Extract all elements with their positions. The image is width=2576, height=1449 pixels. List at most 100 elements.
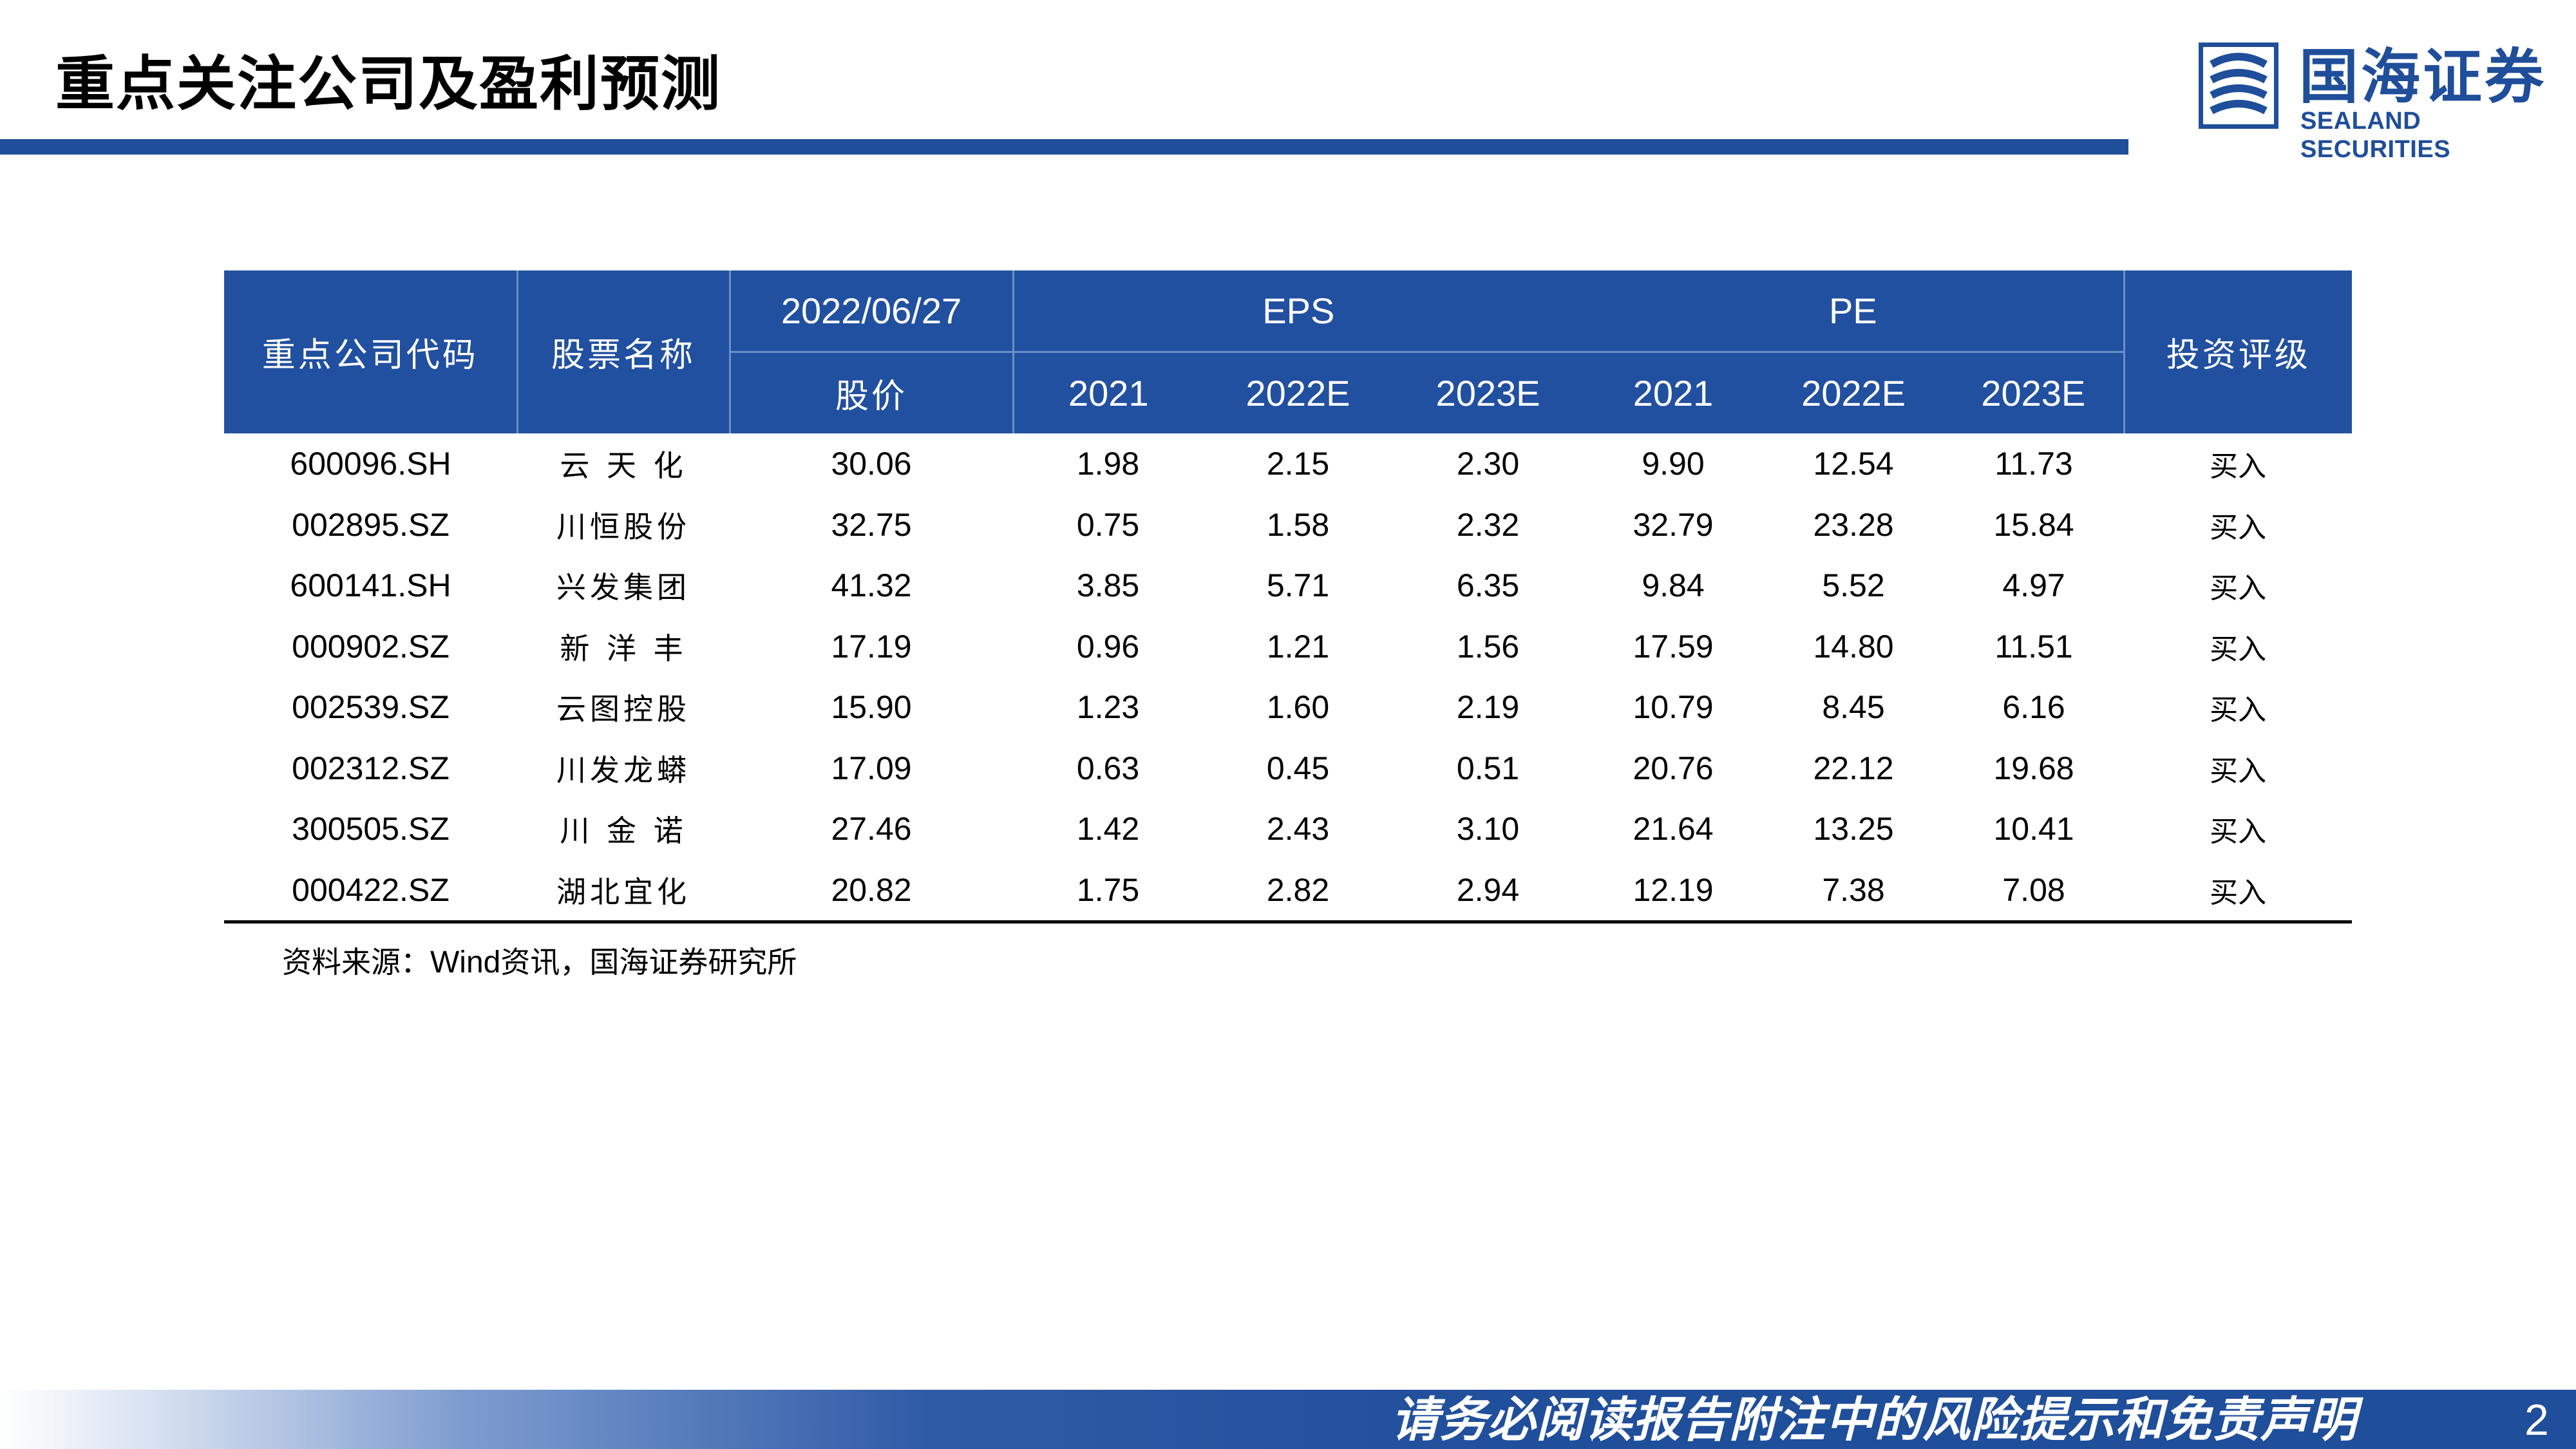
cell-pe-2022e: 12.54 bbox=[1813, 446, 1894, 482]
cell-name: 川 金 诺 bbox=[560, 813, 687, 849]
cell-price: 20.82 bbox=[730, 859, 1013, 923]
cell-name: 湖北宜化 bbox=[517, 859, 730, 923]
source-suffix: 资讯，国海证券研究所 bbox=[500, 945, 797, 980]
cell-eps-2022e: 5.71 bbox=[1266, 567, 1330, 604]
cell-rating: 买入 bbox=[2210, 511, 2267, 544]
cell-name: 川发龙蟒 bbox=[556, 752, 690, 788]
cell-code: 000422.SZ bbox=[224, 859, 517, 923]
header-pe-2021: 2021 bbox=[1583, 351, 1764, 433]
cell-price: 27.46 bbox=[831, 811, 912, 848]
header-name: 股票名称 bbox=[516, 270, 730, 433]
cell-rating: 买入 bbox=[2210, 572, 2267, 605]
cell-pe-2023e: 7.08 bbox=[1944, 859, 2125, 923]
cell-eps-2022e: 1.21 bbox=[1266, 628, 1330, 665]
table-row: 300505.SZ 川 金 诺 27.46 1.42 2.43 3.10 21.64 13.2… bbox=[224, 799, 2352, 860]
cell-code: 002539.SZ bbox=[292, 689, 450, 726]
header-code: 重点公司代码 bbox=[224, 270, 517, 433]
cell-rating: 买入 bbox=[2124, 859, 2353, 923]
cell-pe-2023e: 11.51 bbox=[1994, 628, 2073, 665]
table-row: 000422.SZ 湖北宜化 20.82 1.75 2.82 2.94 12.19 7.38 7… bbox=[224, 859, 2353, 923]
cell-pe-2022e: 22.12 bbox=[1813, 750, 1894, 786]
page-number: 2 bbox=[2524, 1396, 2549, 1444]
cell-rating: 买入 bbox=[2210, 450, 2267, 484]
cell-pe-2021: 21.64 bbox=[1633, 811, 1714, 848]
cell-code: 000902.SZ bbox=[292, 628, 450, 665]
cell-name: 兴发集团 bbox=[556, 570, 690, 605]
source-wind: Wind bbox=[430, 945, 501, 980]
header-eps-2022e: 2022E bbox=[1203, 351, 1393, 433]
cell-eps-2021: 1.42 bbox=[1076, 811, 1140, 848]
cell-eps-2022e: 2.15 bbox=[1266, 446, 1330, 482]
cell-pe-2023e: 15.84 bbox=[1993, 506, 2074, 543]
cell-pe-2023e: 11.73 bbox=[1994, 446, 2073, 482]
cell-rating: 买入 bbox=[2210, 694, 2267, 727]
cell-pe-2021: 32.79 bbox=[1633, 506, 1714, 543]
cell-eps-2022e: 2.82 bbox=[1203, 859, 1393, 923]
source-prefix: 资料来源： bbox=[282, 945, 430, 980]
cell-price: 17.19 bbox=[831, 628, 912, 665]
table-subheader-row: 股价 2021 2022E 2023E 2021 2022E 2023E bbox=[224, 351, 2352, 433]
cell-eps-2023e: 1.56 bbox=[1456, 628, 1520, 665]
cell-pe-2021: 12.19 bbox=[1583, 859, 1764, 923]
footer-bar bbox=[0, 1390, 2576, 1449]
header-eps-2023e: 2023E bbox=[1393, 351, 1584, 433]
company-logo: 国海证券 SEALAND SECURITIES bbox=[2199, 43, 2559, 163]
header-pe-2022e: 2022E bbox=[1763, 351, 1944, 433]
cell-eps-2021: 0.96 bbox=[1076, 628, 1140, 665]
cell-pe-2021: 17.59 bbox=[1633, 628, 1714, 665]
cell-eps-2023e: 2.32 bbox=[1456, 506, 1520, 543]
cell-price: 32.75 bbox=[831, 506, 912, 543]
cell-eps-2021: 0.75 bbox=[1076, 506, 1140, 543]
cell-eps-2021: 1.75 bbox=[1013, 859, 1203, 923]
cell-code: 600141.SH bbox=[290, 567, 451, 604]
forecast-table: 重点公司代码 股票名称 2022/06/27 EPS PE 投资评级 股价 20… bbox=[224, 270, 2353, 923]
cell-eps-2021: 1.23 bbox=[1076, 689, 1140, 726]
cell-eps-2023e: 2.94 bbox=[1393, 859, 1584, 923]
cell-rating: 买入 bbox=[2210, 815, 2267, 849]
cell-eps-2023e: 3.10 bbox=[1456, 811, 1520, 848]
title-divider bbox=[0, 139, 2128, 155]
cell-eps-2023e: 6.35 bbox=[1456, 567, 1520, 604]
cell-pe-2022e: 23.28 bbox=[1813, 506, 1894, 543]
cell-eps-2022e: 2.43 bbox=[1266, 811, 1330, 848]
table-row: 600096.SH 云 天 化 30.06 1.98 2.15 2.30 9.90 12.54… bbox=[224, 433, 2352, 495]
footer-disclaimer: 请务必阅读报告附注中的风险提示和免责声明 bbox=[1391, 1392, 2357, 1448]
cell-price: 17.09 bbox=[831, 750, 912, 786]
cell-pe-2023e: 6.16 bbox=[2002, 689, 2065, 726]
table-row: 002895.SZ 川恒股份 32.75 0.75 1.58 2.32 32.79 23.28… bbox=[224, 495, 2352, 556]
cell-code: 002895.SZ bbox=[292, 506, 450, 543]
header-date: 2022/06/27 bbox=[728, 270, 1013, 352]
sealand-logo-icon bbox=[2199, 43, 2278, 129]
cell-name: 云 天 化 bbox=[560, 448, 687, 484]
cell-name: 云图控股 bbox=[556, 692, 690, 727]
cell-name: 川恒股份 bbox=[556, 509, 690, 544]
cell-rating: 买入 bbox=[2210, 632, 2267, 666]
cell-eps-2022e: 1.58 bbox=[1266, 506, 1330, 543]
cell-eps-2021: 3.85 bbox=[1076, 567, 1140, 604]
source-note: 资料来源：Wind资讯，国海证券研究所 bbox=[282, 939, 797, 981]
header-rating: 投资评级 bbox=[2123, 270, 2353, 433]
logo-chinese-name: 国海证券 bbox=[2299, 43, 2547, 111]
cell-pe-2021: 20.76 bbox=[1633, 750, 1714, 786]
table-row: 002312.SZ 川发龙蟒 17.09 0.63 0.45 0.51 20.76 22.12… bbox=[224, 738, 2352, 799]
cell-eps-2021: 0.63 bbox=[1076, 750, 1140, 786]
header-price: 股价 bbox=[728, 351, 1013, 433]
cell-pe-2023e: 19.68 bbox=[1993, 750, 2074, 786]
cell-eps-2022e: 0.45 bbox=[1266, 750, 1330, 786]
cell-pe-2022e: 8.45 bbox=[1822, 689, 1885, 726]
cell-price: 15.90 bbox=[831, 689, 912, 726]
logo-english-name: SEALAND SECURITIES bbox=[2300, 108, 2451, 163]
cell-pe-2022e: 14.80 bbox=[1813, 628, 1894, 665]
cell-pe-2023e: 4.97 bbox=[2002, 567, 2065, 604]
cell-code: 600096.SH bbox=[290, 446, 451, 482]
table-header-row: 重点公司代码 股票名称 2022/06/27 EPS PE 投资评级 bbox=[224, 270, 2353, 433]
header-pe: PE bbox=[1583, 270, 2125, 352]
cell-eps-2021: 1.98 bbox=[1076, 446, 1140, 482]
table-row: 600141.SH 兴发集团 41.32 3.85 5.71 6.35 9.84 5.52 4.… bbox=[224, 555, 2352, 616]
cell-pe-2023e: 10.41 bbox=[1993, 811, 2074, 848]
cell-code: 300505.SZ bbox=[292, 811, 450, 848]
header-eps: EPS bbox=[1012, 270, 1584, 352]
cell-pe-2022e: 13.25 bbox=[1813, 811, 1894, 848]
cell-name: 新 洋 丰 bbox=[560, 630, 687, 666]
cell-pe-2021: 10.79 bbox=[1633, 689, 1714, 726]
